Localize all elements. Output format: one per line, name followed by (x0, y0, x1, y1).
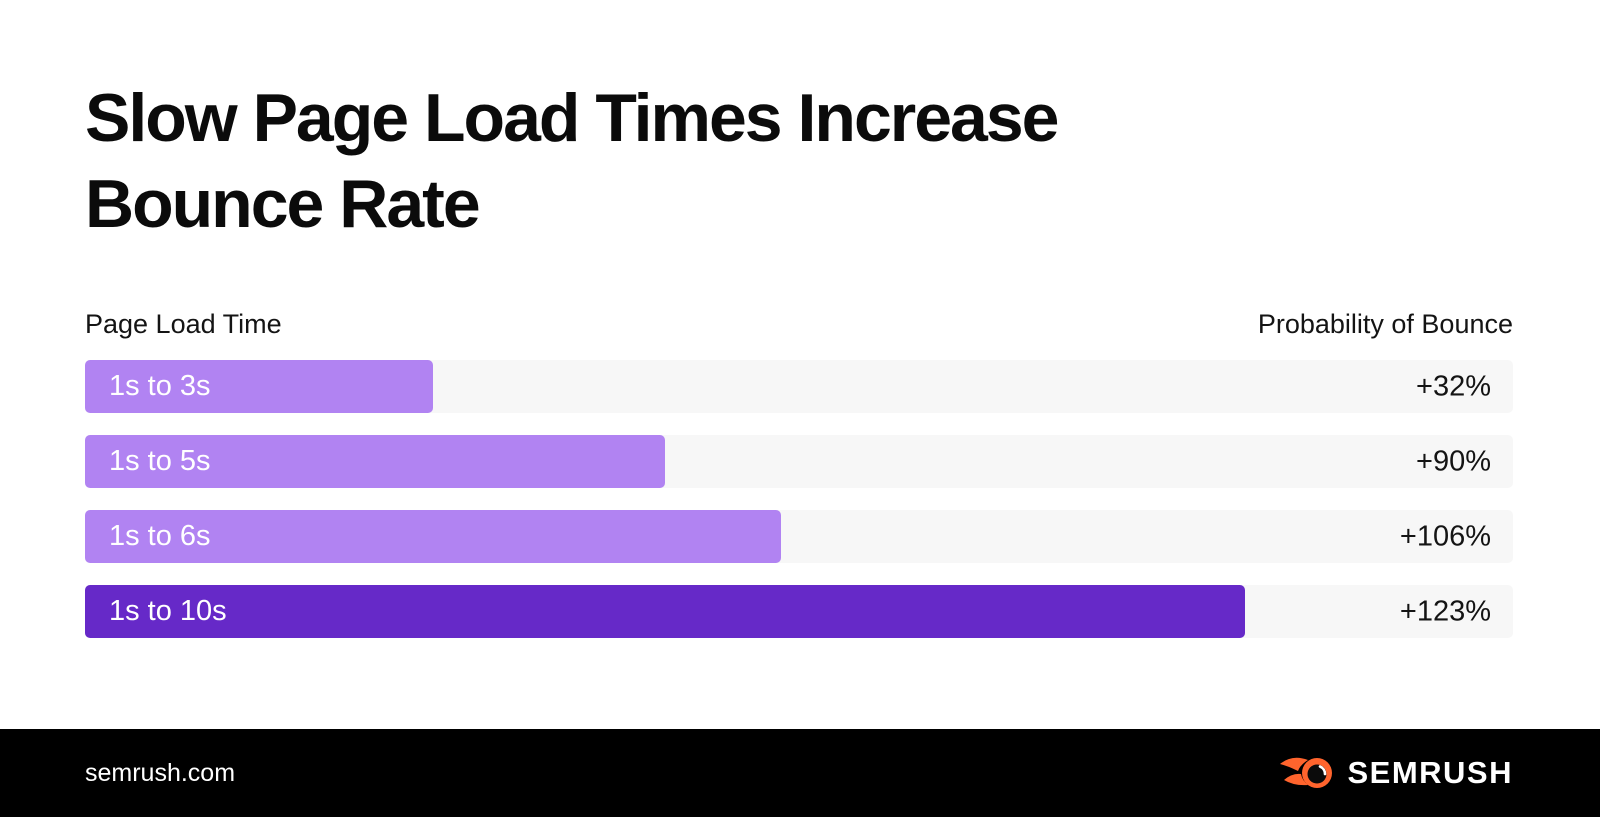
semrush-brand: SEMRUSH (1278, 753, 1513, 793)
bar-fill: 1s to 5s (85, 435, 665, 489)
bar-track: 1s to 10s +123% (85, 585, 1513, 639)
value-axis-label: Probability of Bounce (1257, 309, 1513, 340)
semrush-flame-icon (1278, 753, 1334, 793)
bar-label: 1s to 3s (109, 370, 211, 403)
bar-label: 1s to 6s (109, 520, 211, 553)
bar-value: +123% (1399, 595, 1491, 628)
bar-track: 1s to 5s +90% (85, 435, 1513, 489)
bar-value: +32% (1416, 370, 1491, 403)
page-title-line-1: Slow Page Load Times Increase (85, 80, 1060, 156)
footer-bar: semrush.com SEMRUSH (0, 729, 1600, 817)
chart-row: 1s to 6s +106% (85, 510, 1513, 564)
bar-fill: 1s to 10s (85, 585, 1245, 639)
category-axis-label: Page Load Time (85, 309, 282, 340)
bar-track: 1s to 6s +106% (85, 510, 1513, 564)
chart-row: 1s to 5s +90% (85, 435, 1513, 489)
bar-fill: 1s to 3s (85, 360, 433, 414)
bar-track: 1s to 3s +32% (85, 360, 1513, 414)
infographic-content: Slow Page Load Times Increase Bounce Rat… (85, 76, 1513, 639)
footer-website: semrush.com (85, 758, 236, 787)
bar-value: +106% (1399, 520, 1491, 553)
bar-fill: 1s to 6s (85, 510, 781, 564)
chart-row: 1s to 3s +32% (85, 360, 1513, 414)
chart-column-labels: Page Load Time Probability of Bounce (85, 309, 1513, 340)
chart-row: 1s to 10s +123% (85, 585, 1513, 639)
bar-label: 1s to 5s (109, 445, 211, 478)
semrush-wordmark: SEMRUSH (1347, 755, 1513, 790)
bar-chart: 1s to 3s +32% 1s to 5s +90% 1s to 6s +10… (85, 360, 1513, 639)
page-title-line-2: Bounce Rate (85, 165, 481, 242)
bar-label: 1s to 10s (109, 595, 227, 628)
bar-value: +90% (1416, 445, 1491, 478)
page-title: Slow Page Load Times Increase Bounce Rat… (85, 76, 1513, 247)
